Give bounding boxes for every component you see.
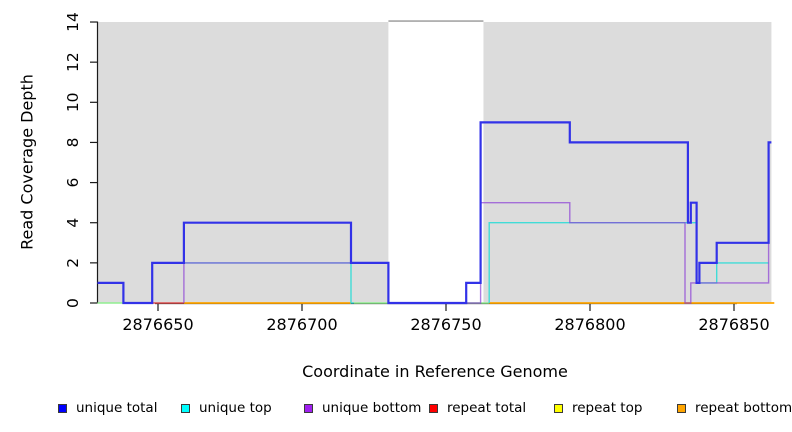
legend-item-repeat-total: repeat total — [429, 400, 526, 416]
y-axis-tick-label-2: 2 — [64, 258, 82, 268]
legend-swatch-unique-total — [58, 403, 67, 413]
legend-swatch-unique-top — [181, 403, 190, 413]
x-axis-title: Coordinate in Reference Genome — [302, 362, 568, 381]
legend-label-unique-top: unique top — [199, 400, 272, 416]
x-axis-tick-label-2876650: 2876650 — [122, 315, 193, 334]
y-axis-tick-label-8: 8 — [64, 138, 82, 148]
y-axis-title: Read Coverage Depth — [17, 74, 37, 250]
x-axis-tick-label-2876850: 2876850 — [698, 315, 769, 334]
x-axis-tick-label-2876700: 2876700 — [266, 315, 337, 334]
legend-label-unique-bottom: unique bottom — [322, 400, 422, 416]
legend: unique total unique top unique bottom repea… — [0, 400, 792, 424]
legend-item-unique-bottom: unique bottom — [304, 400, 421, 416]
y-axis-tick-label-14: 14 — [64, 12, 82, 32]
x-axis-tick-label-2876750: 2876750 — [410, 315, 481, 334]
coverage-plot-svg: 2876650 2876700 2876750 2876800 2876850 0 2 4 6 8… — [64, 12, 775, 334]
legend-swatch-unique-bottom — [304, 403, 313, 413]
y-axis-tick-label-10: 10 — [64, 92, 82, 112]
repeat-region-shading-1 — [97, 22, 389, 304]
x-axis-tick-label-2876800: 2876800 — [554, 315, 625, 334]
repeat-region-shading-2 — [483, 22, 772, 304]
legend-swatch-repeat-total — [429, 403, 438, 413]
legend-item-unique-top: unique top — [181, 400, 272, 416]
legend-item-repeat-top: repeat top — [554, 400, 642, 416]
legend-swatch-repeat-bottom — [677, 403, 686, 413]
legend-item-unique-total: unique total — [58, 400, 157, 416]
y-axis-tick-label-0: 0 — [64, 298, 82, 308]
series-unique-total — [97, 121, 772, 305]
y-axis-tick-label-4: 4 — [64, 218, 82, 228]
y-axis-tick-label-6: 6 — [64, 178, 82, 188]
legend-label-unique-total: unique total — [76, 400, 158, 416]
y-axis-tick-label-12: 12 — [64, 52, 82, 72]
legend-label-repeat-bottom: repeat bottom — [695, 400, 792, 416]
legend-label-repeat-top: repeat top — [572, 400, 643, 416]
legend-label-repeat-total: repeat total — [447, 400, 527, 416]
legend-item-repeat-bottom: repeat bottom — [677, 400, 792, 416]
legend-swatch-repeat-top — [554, 403, 563, 413]
